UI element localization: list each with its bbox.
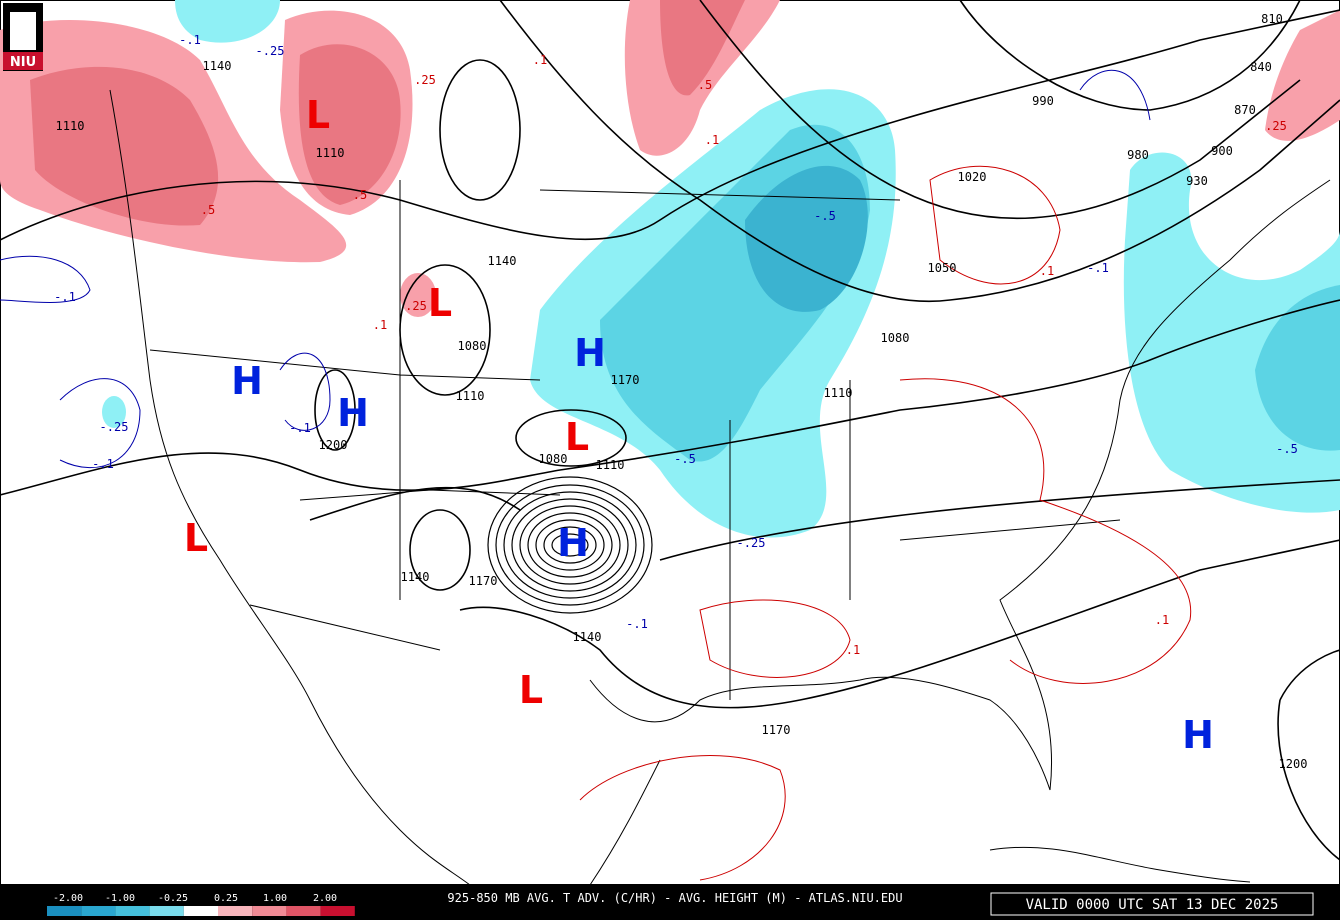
height-label: 1110 [56, 119, 85, 133]
advection-label: -.25 [737, 536, 766, 550]
height-label: 1080 [881, 331, 910, 345]
warm-shading [0, 0, 1340, 317]
advection-label: -.1 [289, 421, 311, 435]
cold-shading [102, 0, 1340, 538]
legend-tick: -1.00 [105, 893, 135, 904]
legend-tick: 2.00 [313, 893, 337, 904]
legend-swatch [81, 906, 116, 916]
advection-label: -.1 [626, 617, 648, 631]
height-label: 1140 [401, 570, 430, 584]
pressure-center: H [231, 359, 263, 403]
pressure-center: H [557, 521, 589, 565]
legend-swatch [252, 906, 287, 916]
advection-label: -.25 [100, 420, 129, 434]
legend-tick: 0.25 [214, 893, 238, 904]
advection-label: .1 [533, 53, 547, 67]
height-contours [0, 0, 1340, 861]
legend-swatch [218, 906, 253, 916]
height-label: 1140 [203, 59, 232, 73]
height-label: 1170 [611, 373, 640, 387]
height-label: 840 [1250, 60, 1272, 74]
height-concentric [487, 476, 653, 614]
height-label: 1140 [488, 254, 517, 268]
advection-label: .1 [1040, 264, 1054, 278]
legend: -2.00 -1.00 -0.25 0.25 1.00 2.00 [47, 893, 355, 916]
height-label: 1020 [958, 170, 987, 184]
pressure-center: H [1182, 713, 1214, 757]
pressure-center: L [184, 516, 208, 560]
logo-band [3, 52, 43, 70]
height-label: 980 [1127, 148, 1149, 162]
height-label: 1080 [458, 339, 487, 353]
advection-label: .25 [414, 73, 436, 87]
pressure-center: L [519, 668, 543, 712]
legend-swatch [149, 906, 184, 916]
advection-label: -.5 [1276, 442, 1298, 456]
advection-label: .25 [1265, 119, 1287, 133]
height-label: 1200 [319, 438, 348, 452]
advection-label: -.5 [674, 452, 696, 466]
advection-contours [0, 69, 1192, 881]
advection-label: .5 [698, 78, 712, 92]
legend-tick: 1.00 [263, 893, 287, 904]
advection-label: .5 [201, 203, 215, 217]
height-label: 1170 [762, 723, 791, 737]
valid-box [990, 892, 1314, 916]
logo-tower [10, 12, 36, 50]
advection-label: -.1 [179, 33, 201, 47]
advection-label: .1 [846, 643, 860, 657]
advection-label: -.1 [92, 457, 114, 471]
height-label: 1140 [573, 630, 602, 644]
legend-swatch [183, 906, 218, 916]
height-label: 900 [1211, 144, 1233, 158]
advection-label: .5 [353, 188, 367, 202]
advection-label: -.5 [814, 209, 836, 223]
advection-label: .1 [1155, 613, 1169, 627]
height-label: 1110 [456, 389, 485, 403]
height-label: 990 [1032, 94, 1054, 108]
legend-swatch [286, 906, 321, 916]
height-label: 1110 [316, 146, 345, 160]
height-label: 930 [1186, 174, 1208, 188]
legend-swatch [115, 906, 150, 916]
footer-title: 925-850 MB AVG. T ADV. (C/HR) - AVG. HEI… [447, 891, 902, 905]
advection-label: .25 [405, 299, 427, 313]
pressure-center: H [574, 331, 606, 375]
valid-time: VALID 0000 UTC SAT 13 DEC 2025 [1026, 897, 1279, 913]
pressure-center: L [565, 415, 589, 459]
height-label: 810 [1261, 12, 1283, 26]
advection-label: -.1 [1087, 261, 1109, 275]
legend-swatch [47, 906, 82, 916]
pressure-center: L [428, 281, 452, 325]
legend-swatch [320, 906, 355, 916]
height-label: 1110 [596, 458, 625, 472]
height-label: 1170 [469, 574, 498, 588]
logo-text: NIU [10, 55, 36, 70]
advection-label: .1 [705, 133, 719, 147]
height-label: 1050 [928, 261, 957, 275]
pressure-center: H [337, 391, 369, 435]
advection-label: .1 [373, 318, 387, 332]
advection-label: -.1 [54, 290, 76, 304]
pressure-center: L [306, 93, 330, 137]
height-label: 1200 [1279, 757, 1308, 771]
height-label: 870 [1234, 103, 1256, 117]
advection-label: -.25 [256, 44, 285, 58]
height-label: 1080 [539, 452, 568, 466]
legend-tick: -2.00 [53, 893, 83, 904]
height-label: 1110 [824, 386, 853, 400]
legend-tick: -0.25 [158, 893, 188, 904]
